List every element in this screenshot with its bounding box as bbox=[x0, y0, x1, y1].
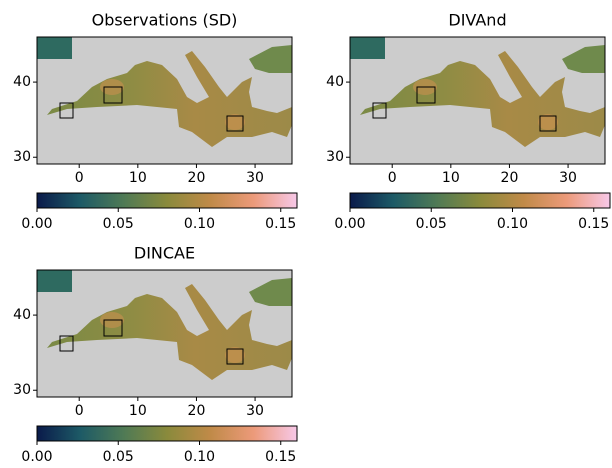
colorbar-tick-label: 0.15 bbox=[265, 449, 296, 465]
colorbar-tick-label: 0.10 bbox=[184, 216, 215, 232]
y-tick-label: 30 bbox=[13, 149, 31, 165]
colorbar-tick-label: 0.00 bbox=[21, 216, 52, 232]
colorbar bbox=[37, 193, 297, 208]
colorbar-tick-label: 0.15 bbox=[578, 216, 609, 232]
map-field bbox=[37, 270, 292, 397]
colorbar-tick-label: 0.10 bbox=[497, 216, 528, 232]
colorbar-tick-label: 0.00 bbox=[334, 216, 365, 232]
y-tick-label: 30 bbox=[13, 382, 31, 398]
x-tick-label: 10 bbox=[129, 403, 147, 419]
figure: Observations (SD) 0 10 20 30 30 40 0.00 0.05 0.10… bbox=[0, 0, 612, 468]
panel-title: DINCAE bbox=[134, 244, 195, 263]
x-tick-label: 0 bbox=[75, 403, 84, 419]
y-tick-label: 40 bbox=[13, 74, 31, 90]
colorbar-tick-label: 0.05 bbox=[103, 216, 134, 232]
y-tick-label: 40 bbox=[326, 74, 344, 90]
x-tick-label: 30 bbox=[246, 170, 264, 186]
colorbar-tick-label: 0.10 bbox=[184, 449, 215, 465]
colorbar bbox=[37, 426, 297, 441]
x-tick-label: 0 bbox=[75, 170, 84, 186]
colorbar-tick-label: 0.00 bbox=[21, 449, 52, 465]
panel-title: Observations (SD) bbox=[92, 11, 238, 30]
x-tick-label: 20 bbox=[188, 170, 206, 186]
colorbar-tick-label: 0.15 bbox=[265, 216, 296, 232]
x-tick-label: 20 bbox=[501, 170, 519, 186]
y-tick-label: 30 bbox=[326, 149, 344, 165]
colorbar-tick-label: 0.05 bbox=[103, 449, 134, 465]
panel-title: DIVAnd bbox=[448, 11, 506, 30]
x-tick-label: 10 bbox=[129, 170, 147, 186]
map-field bbox=[37, 37, 292, 164]
x-tick-label: 10 bbox=[442, 170, 460, 186]
x-tick-label: 20 bbox=[188, 403, 206, 419]
y-tick-label: 40 bbox=[13, 307, 31, 323]
x-tick-label: 30 bbox=[246, 403, 264, 419]
x-tick-label: 30 bbox=[559, 170, 577, 186]
colorbar-tick-label: 0.05 bbox=[416, 216, 447, 232]
map-field bbox=[350, 37, 605, 164]
colorbar bbox=[350, 193, 610, 208]
x-tick-label: 0 bbox=[388, 170, 397, 186]
